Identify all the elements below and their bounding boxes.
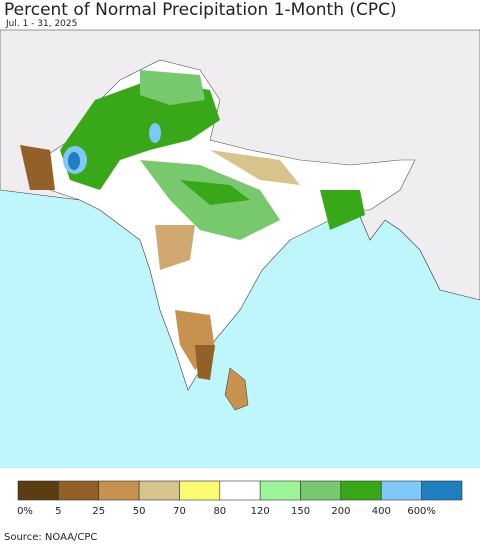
dry-area (155, 225, 195, 270)
legend-label: 400 (372, 506, 391, 517)
legend-swatch (179, 480, 221, 501)
wet-area (60, 80, 220, 190)
legend-label: 5 (55, 506, 61, 517)
legend-label: 80 (213, 506, 226, 517)
wet-area (320, 190, 365, 230)
source: Source: NOAA/CPC (4, 532, 98, 543)
legend-label: 120 (251, 506, 270, 517)
very-wet-area (149, 123, 161, 143)
subtitle: Jul. 1 - 31, 2025 (6, 19, 78, 29)
legend-swatch (58, 480, 100, 501)
wet-area (180, 180, 250, 205)
wet-area (140, 70, 205, 105)
legend-label: 50 (133, 506, 146, 517)
legend-swatch (219, 480, 261, 501)
legend-swatch (138, 480, 180, 501)
legend-label: 70 (173, 506, 186, 517)
legend: 0% 5 25 50 70 80 120 150 200 400 600% (17, 480, 463, 517)
legend-swatch (259, 480, 301, 501)
legend-swatch (300, 480, 342, 501)
legend-swatch (17, 480, 59, 501)
sri-lanka (224, 367, 249, 411)
legend-label: 150 (291, 506, 310, 517)
very-wet-area (68, 152, 80, 170)
legend-label: 200 (331, 506, 350, 517)
legend-label: 600% (407, 506, 436, 517)
legend-swatch (340, 480, 382, 501)
legend-label: 25 (92, 506, 105, 517)
dry-area (210, 150, 300, 185)
title: Percent of Normal Precipitation 1-Month … (4, 0, 397, 20)
legend-label: 0% (17, 506, 33, 517)
legend-swatch (380, 480, 422, 501)
dry-area (20, 145, 55, 190)
legend-swatch (421, 480, 463, 501)
dry-area (195, 345, 215, 380)
legend-swatch (98, 480, 140, 501)
